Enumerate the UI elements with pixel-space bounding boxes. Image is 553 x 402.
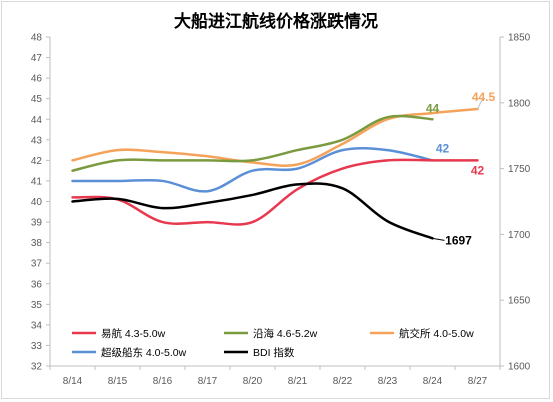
left-tick-label: 41 [31,176,43,187]
left-tick-label: 40 [31,197,43,208]
series-end-label: 1697 [445,233,472,247]
left-tick-label: 38 [31,238,43,249]
left-tick-label: 47 [31,53,43,64]
right-tick-label: 1850 [508,33,531,44]
left-tick-label: 48 [31,33,43,44]
chart-series [71,107,479,240]
series-line [71,158,479,226]
x-tick-label: 8/21 [288,376,308,387]
left-tick-label: 35 [31,300,43,311]
left-tick-label: 37 [31,259,43,270]
left-tick-label: 43 [31,135,43,146]
legend-background [66,321,492,361]
callout-leader [477,96,484,110]
x-tick-label: 8/23 [378,376,398,387]
left-tick-label: 46 [31,74,43,85]
right-tick-label: 1800 [508,98,531,109]
left-tick-label: 45 [31,94,43,105]
series-end-label: 42 [436,141,450,155]
left-tick-label: 34 [31,320,43,331]
legend-label: BDI 指数 [253,346,295,359]
legend-label: 航交所 4.0-5.0w [399,327,474,340]
x-tick-label: 8/14 [63,376,83,387]
right-tick-label: 1750 [508,164,531,175]
end-labels: 44.5 44 42 42 1697 [426,90,496,247]
chart-axes: 32 33 34 35 36 37 38 39 40 41 42 43 44 45 46 47 48 1600 16… [31,33,531,388]
x-tick-label: 8/22 [333,376,353,387]
x-tick-label: 8/20 [243,376,263,387]
legend-label: 沿海 4.6-5.2w [253,327,318,340]
right-tick-label: 1700 [508,230,531,241]
x-tick-label: 8/24 [423,376,443,387]
left-tick-label: 32 [31,362,43,373]
chart-title: 大船进江航线价格涨跌情况 [174,11,378,31]
x-tick-label: 8/27 [468,376,488,387]
left-tick-label: 42 [31,156,43,167]
x-tick-label: 8/15 [108,376,128,387]
x-tick-label: 8/16 [153,376,173,387]
series-end-label: 44 [426,101,440,115]
chart-legend: 易航 4.3-5.0w 沿海 4.6-5.2w 航交所 4.0-5.0w 超级船东 4… [66,321,492,361]
legend-label: 易航 4.3-5.0w [101,327,166,340]
series-end-label: 44.5 [472,90,496,104]
series-end-label: 42 [471,163,485,177]
left-tick-label: 39 [31,218,43,229]
series-line [71,147,434,193]
left-tick-label: 44 [31,115,43,126]
series-line [71,107,479,167]
series-line [71,114,434,172]
left-tick-label: 33 [31,341,43,352]
callout-leader [432,237,445,241]
right-tick-label: 1600 [508,362,531,373]
x-tick-label: 8/17 [198,376,218,387]
series-line [71,182,434,240]
left-tick-label: 36 [31,279,43,290]
right-tick-label: 1650 [508,296,531,307]
legend-label: 超级船东 4.0-5.0w [101,346,187,359]
